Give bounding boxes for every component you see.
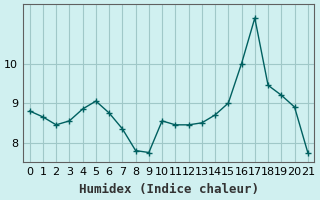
X-axis label: Humidex (Indice chaleur): Humidex (Indice chaleur) [79,183,259,196]
